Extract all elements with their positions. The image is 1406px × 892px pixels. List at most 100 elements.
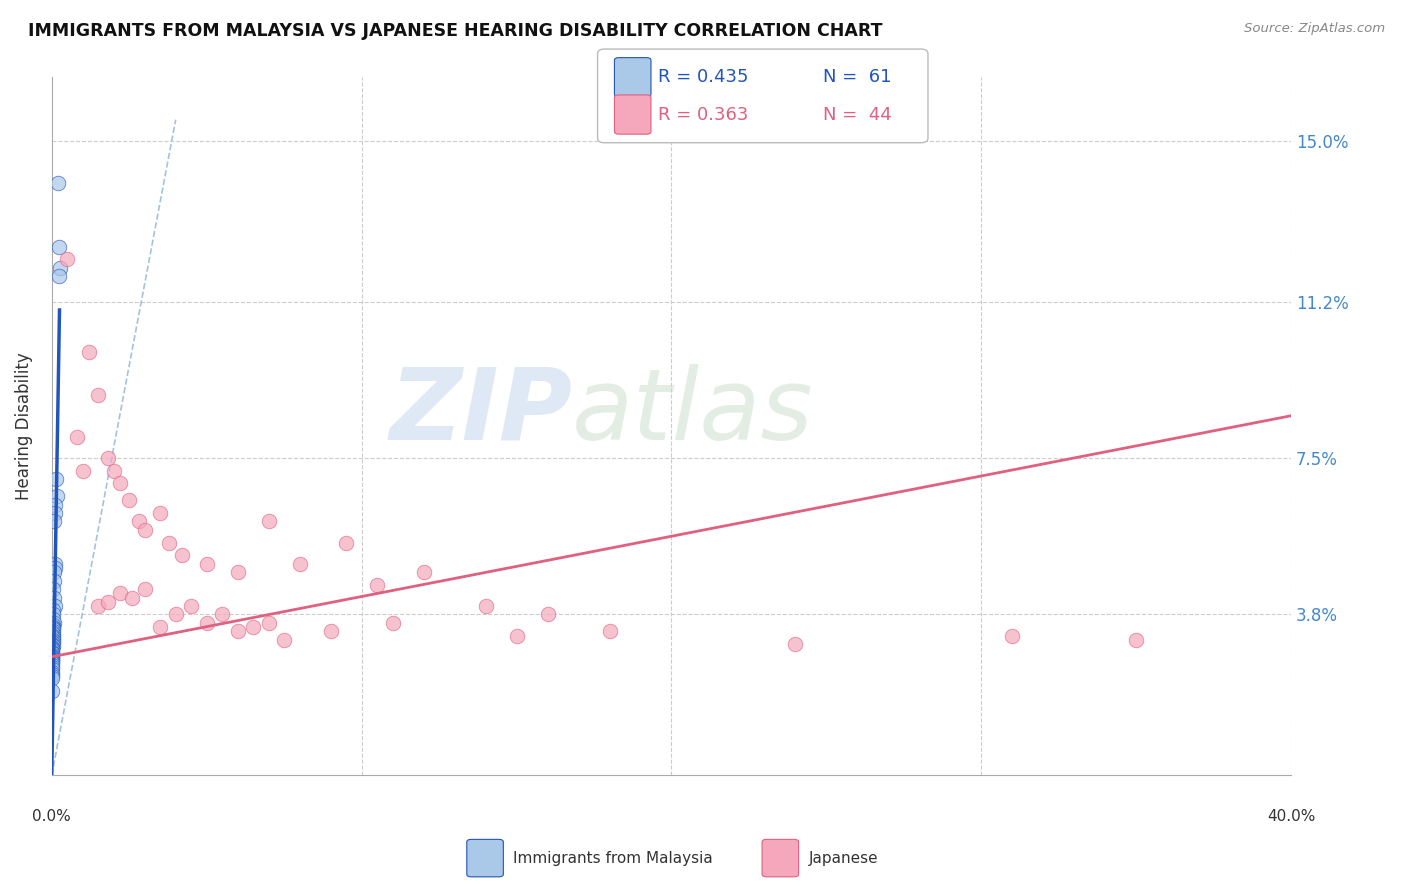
- Point: [48, 269, 70, 284]
- Point: [44, 498, 66, 512]
- Point: [41, 660, 63, 674]
- Point: [41, 649, 63, 664]
- Point: [41, 656, 63, 670]
- Point: [96, 595, 118, 609]
- Point: [41, 653, 63, 667]
- Point: [159, 535, 181, 549]
- Point: [257, 515, 280, 529]
- Point: [536, 607, 558, 622]
- Point: [41, 630, 63, 644]
- Point: [41, 654, 63, 668]
- Point: [41, 624, 63, 639]
- Point: [42, 591, 65, 605]
- Point: [121, 591, 143, 605]
- Point: [42, 618, 65, 632]
- Text: R = 0.435: R = 0.435: [658, 69, 748, 87]
- Point: [1001, 629, 1024, 643]
- Point: [56, 252, 79, 267]
- Point: [108, 476, 131, 491]
- Point: [505, 629, 527, 643]
- Point: [41, 650, 63, 665]
- Point: [42, 574, 65, 588]
- Point: [149, 620, 172, 634]
- Point: [42, 632, 65, 647]
- Point: [226, 565, 249, 579]
- Point: [41, 643, 63, 657]
- Text: R = 0.363: R = 0.363: [658, 105, 748, 123]
- Point: [44, 515, 66, 529]
- Point: [41, 637, 63, 651]
- Text: ZIP: ZIP: [389, 364, 572, 461]
- Text: 0.0%: 0.0%: [32, 809, 72, 824]
- Point: [41, 620, 63, 634]
- Point: [41, 683, 63, 698]
- Point: [42, 582, 65, 596]
- Point: [42, 626, 65, 640]
- Point: [170, 549, 193, 563]
- Point: [42, 621, 65, 635]
- Point: [42, 615, 65, 630]
- Point: [165, 607, 187, 622]
- Point: [103, 464, 125, 478]
- Point: [1125, 632, 1147, 647]
- Point: [72, 464, 94, 478]
- Point: [44, 599, 66, 613]
- Point: [48, 239, 70, 253]
- Point: [41, 663, 63, 677]
- Point: [242, 620, 264, 634]
- Point: [211, 607, 233, 622]
- Point: [41, 652, 63, 666]
- Point: [41, 636, 63, 650]
- Point: [41, 671, 63, 685]
- Text: N =  44: N = 44: [823, 105, 891, 123]
- Point: [41, 635, 63, 649]
- Point: [42, 603, 65, 617]
- Point: [785, 637, 807, 651]
- Point: [599, 624, 621, 639]
- Y-axis label: Hearing Disability: Hearing Disability: [15, 352, 32, 500]
- Point: [335, 535, 357, 549]
- Point: [42, 612, 65, 626]
- Point: [41, 631, 63, 645]
- Point: [41, 645, 63, 659]
- Point: [474, 599, 496, 613]
- Point: [44, 506, 66, 520]
- Point: [273, 632, 295, 647]
- Text: Immigrants from Malaysia: Immigrants from Malaysia: [513, 851, 713, 865]
- Point: [41, 607, 63, 622]
- Point: [41, 655, 63, 669]
- Point: [41, 639, 63, 653]
- Point: [195, 615, 218, 630]
- Text: IMMIGRANTS FROM MALAYSIA VS JAPANESE HEARING DISABILITY CORRELATION CHART: IMMIGRANTS FROM MALAYSIA VS JAPANESE HEA…: [28, 22, 883, 40]
- Point: [41, 666, 63, 681]
- Point: [195, 557, 218, 571]
- Point: [41, 665, 63, 679]
- Point: [41, 669, 63, 683]
- Point: [108, 586, 131, 600]
- Point: [134, 523, 156, 537]
- Point: [41, 642, 63, 657]
- Point: [149, 506, 172, 520]
- Point: [134, 582, 156, 596]
- Point: [44, 561, 66, 575]
- Point: [77, 345, 100, 359]
- Point: [42, 622, 65, 636]
- Point: [46, 489, 69, 503]
- Point: [41, 648, 63, 662]
- Text: N =  61: N = 61: [823, 69, 891, 87]
- Text: Japanese: Japanese: [808, 851, 879, 865]
- Point: [96, 450, 118, 465]
- Point: [41, 640, 63, 655]
- Text: atlas: atlas: [572, 364, 814, 461]
- Point: [180, 599, 202, 613]
- Point: [87, 387, 110, 401]
- Point: [128, 515, 150, 529]
- Point: [46, 176, 69, 190]
- Point: [288, 557, 311, 571]
- Point: [41, 633, 63, 648]
- Text: Source: ZipAtlas.com: Source: ZipAtlas.com: [1244, 22, 1385, 36]
- Point: [319, 624, 342, 639]
- Point: [118, 493, 141, 508]
- Point: [41, 629, 63, 643]
- Point: [41, 647, 63, 661]
